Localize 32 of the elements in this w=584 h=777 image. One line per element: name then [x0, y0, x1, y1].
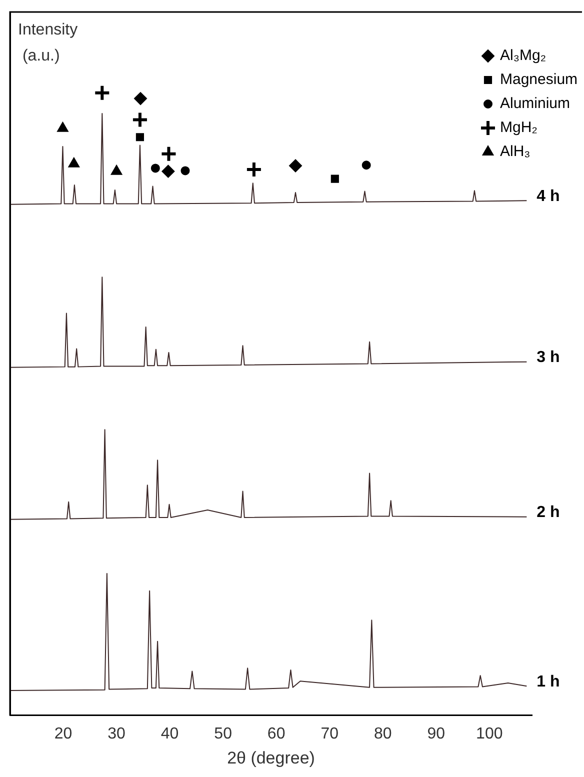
series-label: 2 h — [536, 504, 560, 522]
y-axis-title: Intensity (a.u.) — [18, 21, 78, 64]
legend-label: Al₃Mg₂ — [500, 47, 546, 64]
series-label: 1 h — [536, 674, 560, 691]
point — [289, 159, 302, 172]
x-tick-label: 100 — [476, 725, 503, 742]
series-label: 4 h — [536, 188, 560, 206]
point — [362, 160, 371, 170]
x-tick-label: 50 — [214, 725, 232, 742]
point — [162, 164, 175, 178]
x-tick-label: 80 — [374, 725, 392, 742]
point — [160, 145, 178, 162]
point — [134, 92, 147, 106]
x-tick-label: 60 — [267, 725, 286, 742]
point — [150, 164, 160, 173]
point — [136, 133, 144, 142]
x-tick-label: 20 — [54, 725, 72, 742]
point — [94, 84, 111, 102]
legend-label: MgH₂ — [500, 119, 538, 136]
point — [330, 174, 339, 183]
legend-label: AlH₃ — [500, 143, 530, 160]
legend-label: Magnesium — [500, 71, 578, 88]
x-tick-label: 90 — [427, 725, 446, 742]
x-tick-label: 70 — [320, 725, 339, 742]
x-axis-title: 2θ (degree) — [227, 748, 315, 768]
point — [180, 166, 190, 176]
x-tick-label: 40 — [160, 725, 179, 742]
point — [131, 111, 148, 128]
point — [245, 160, 262, 178]
legend-label: Aluminium — [500, 95, 570, 112]
x-tick-label: 30 — [108, 725, 126, 742]
series-label: 3 h — [536, 349, 560, 366]
